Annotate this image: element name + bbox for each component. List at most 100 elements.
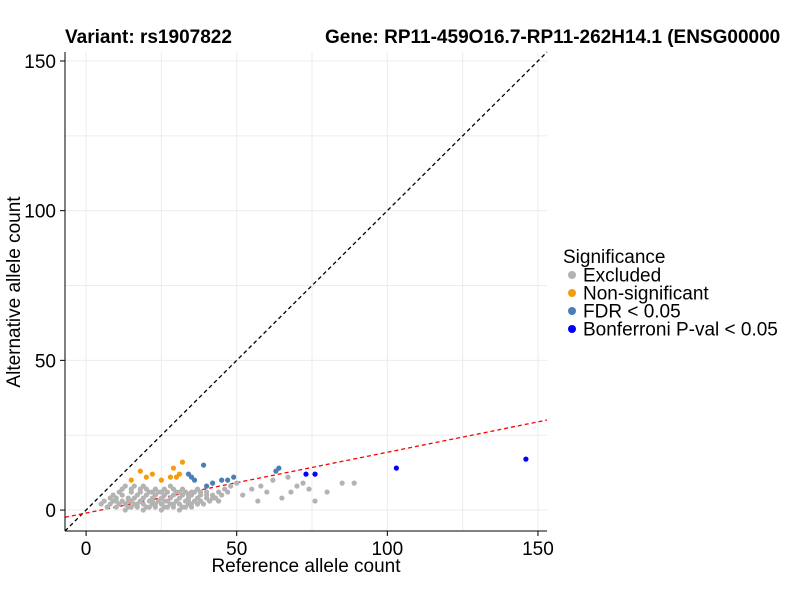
axes	[64, 52, 547, 532]
point-excluded	[249, 486, 255, 492]
point-excluded	[300, 480, 306, 486]
point-excluded	[219, 492, 225, 498]
point-excluded	[288, 489, 294, 495]
grid-lines	[65, 52, 547, 531]
legend-key	[568, 325, 576, 333]
point-fdr-0-05	[191, 477, 198, 483]
point-excluded	[128, 504, 134, 510]
point-excluded	[258, 483, 264, 489]
point-fdr-0-05	[203, 483, 210, 489]
point-excluded	[176, 507, 183, 513]
point-fdr-0-05	[219, 477, 225, 483]
point-fdr-0-05	[231, 474, 237, 480]
point-fdr-0-05	[225, 477, 231, 483]
title-gene: Gene: RP11-459O16.7-RP11-262H14.1 (ENSG0…	[325, 27, 780, 48]
point-non-significant	[158, 477, 164, 483]
y-tick-label: 150	[24, 52, 56, 73]
x-tick-label: 50	[226, 539, 247, 560]
point-excluded	[351, 480, 357, 486]
point-non-significant	[137, 468, 143, 474]
legend-label: Excluded	[583, 266, 661, 287]
reference-line-ratio	[64, 419, 548, 518]
legend-label: FDR < 0.05	[583, 302, 681, 323]
point-bonferroni-p-val-0-05	[312, 471, 318, 477]
point-fdr-0-05	[276, 465, 282, 471]
legend-key	[568, 289, 576, 297]
point-excluded	[158, 507, 164, 513]
point-excluded	[122, 483, 128, 489]
point-excluded	[203, 492, 210, 498]
title-variant: Variant: rs1907822	[65, 27, 232, 48]
point-fdr-0-05	[200, 462, 207, 468]
point-excluded	[197, 489, 204, 495]
point-excluded	[179, 486, 186, 492]
point-bonferroni-p-val-0-05	[523, 456, 529, 462]
y-tick-label: 0	[45, 501, 56, 522]
point-non-significant	[128, 477, 134, 483]
x-axis-label: Reference allele count	[211, 556, 401, 577]
point-excluded	[182, 504, 189, 510]
point-excluded	[270, 477, 276, 483]
point-excluded	[240, 492, 246, 498]
legend: Significance ExcludedNon-significantFDR …	[563, 247, 778, 341]
point-excluded	[324, 489, 330, 495]
point-excluded	[149, 498, 155, 504]
axis-ticks: 0 50 100 150 0 50 100 150	[24, 52, 554, 560]
legend-label: Bonferroni P-val < 0.05	[583, 320, 778, 341]
point-excluded	[339, 480, 345, 486]
point-non-significant	[149, 471, 155, 477]
point-excluded	[110, 492, 116, 498]
point-bonferroni-p-val-0-05	[393, 465, 399, 471]
point-excluded	[234, 480, 240, 486]
y-tick-label: 100	[24, 202, 56, 223]
legend-key	[568, 307, 576, 315]
point-non-significant	[179, 459, 186, 465]
point-excluded	[188, 489, 195, 495]
point-excluded	[210, 495, 216, 501]
point-excluded	[185, 498, 192, 504]
point-excluded	[146, 504, 152, 510]
x-tick-label: 0	[81, 539, 92, 560]
point-excluded	[285, 474, 291, 480]
point-excluded	[161, 498, 168, 504]
point-non-significant	[143, 474, 149, 480]
point-excluded	[255, 498, 261, 504]
point-excluded	[264, 489, 270, 495]
data-points	[98, 456, 529, 513]
point-non-significant	[170, 465, 177, 471]
point-fdr-0-05	[210, 480, 216, 486]
point-excluded	[137, 498, 143, 504]
point-excluded	[113, 498, 119, 504]
point-excluded	[197, 498, 204, 504]
point-excluded	[170, 486, 177, 492]
legend-key	[568, 271, 576, 279]
point-excluded	[228, 483, 234, 489]
point-excluded	[173, 498, 180, 504]
y-axis-label: Alternative allele count	[4, 196, 25, 388]
legend-label: Non-significant	[583, 284, 709, 305]
point-excluded	[294, 483, 300, 489]
y-tick-label: 50	[35, 351, 56, 372]
point-excluded	[306, 486, 312, 492]
point-excluded	[131, 483, 137, 489]
point-excluded	[125, 498, 131, 504]
point-excluded	[122, 507, 128, 513]
point-excluded	[101, 498, 107, 504]
x-tick-label: 100	[371, 539, 403, 560]
point-excluded	[140, 507, 146, 513]
point-bonferroni-p-val-0-05	[303, 471, 309, 477]
point-non-significant	[167, 474, 174, 480]
point-excluded	[279, 495, 285, 501]
x-tick-label: 150	[522, 539, 554, 560]
point-excluded	[143, 486, 149, 492]
reference-lines	[64, 51, 548, 532]
point-excluded	[164, 504, 171, 510]
point-excluded	[312, 498, 318, 504]
point-excluded	[152, 486, 158, 492]
point-non-significant	[176, 471, 183, 477]
legend-title: Significance	[563, 247, 665, 268]
point-excluded	[161, 486, 168, 492]
point-excluded	[216, 498, 222, 504]
point-excluded	[225, 489, 231, 495]
